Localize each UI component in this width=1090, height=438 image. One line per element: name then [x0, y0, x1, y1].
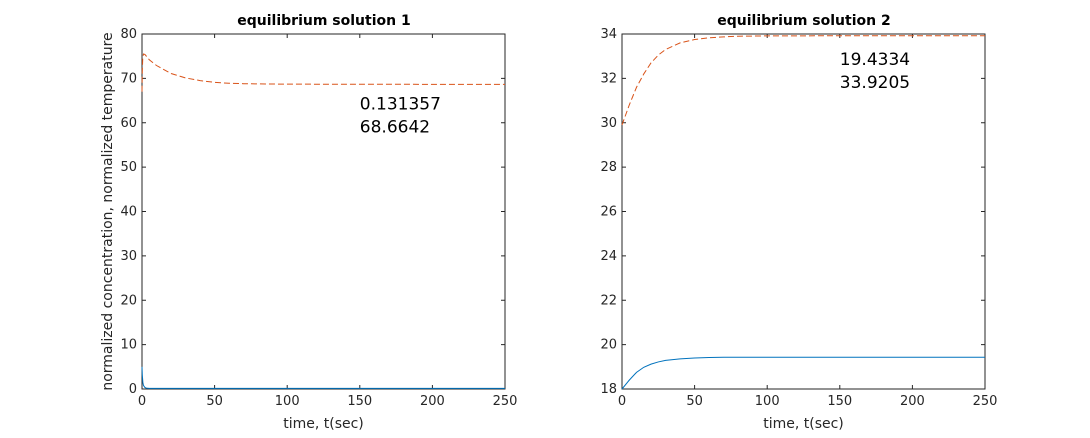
temperature-series-line — [621, 35, 985, 126]
plot-area — [141, 33, 506, 390]
annotation-value: 68.6642 — [360, 117, 430, 137]
y-tick-label: 20 — [120, 293, 137, 308]
x-tick-label: 100 — [275, 394, 300, 409]
plot-title: equilibrium solution 1 — [237, 13, 410, 29]
y-tick-label: 70 — [120, 71, 137, 86]
x-tick-label: 200 — [900, 394, 925, 409]
x-tick-label: 0 — [138, 394, 146, 409]
annotation-value: 33.9205 — [840, 73, 910, 93]
x-tick-label: 200 — [420, 394, 445, 409]
concentration-series-line — [141, 366, 505, 389]
x-tick-label: 50 — [206, 394, 223, 409]
y-tick-label: 10 — [120, 338, 137, 353]
annotation-value: 0.131357 — [360, 94, 441, 114]
x-tick-label: 100 — [755, 394, 780, 409]
y-tick-label: 18 — [600, 382, 617, 397]
y-tick-label: 80 — [120, 27, 137, 42]
x-axis-label: time, t(sec) — [763, 416, 844, 432]
y-tick-label: 26 — [600, 205, 617, 220]
plot-panel-solution-1: equilibrium solution 1 0 50 100 150 200 250 0 1… — [100, 13, 517, 432]
y-tick-label: 20 — [600, 338, 617, 353]
x-tick-label: 250 — [973, 394, 998, 409]
y-tick-label: 30 — [600, 116, 617, 131]
x-tick-label: 150 — [347, 394, 372, 409]
x-tick-label: 250 — [493, 394, 518, 409]
temperature-series-line — [141, 53, 505, 92]
y-tick-label: 30 — [120, 249, 137, 264]
y-tick-label: 60 — [120, 116, 137, 131]
y-tick-label: 28 — [600, 160, 617, 175]
x-tick-label: 0 — [618, 394, 626, 409]
y-tick-label: 24 — [600, 249, 617, 264]
y-tick-label: 34 — [600, 27, 617, 42]
plot-panel-solution-2: equilibrium solution 2 0 50 100 150 200 250 18… — [600, 13, 997, 432]
y-tick-label: 32 — [600, 71, 617, 86]
y-tick-label: 40 — [120, 205, 137, 220]
plot-title: equilibrium solution 2 — [717, 13, 890, 29]
x-tick-label: 150 — [827, 394, 852, 409]
y-tick-label: 50 — [120, 160, 137, 175]
concentration-series-line — [621, 356, 985, 390]
plot-area — [621, 33, 986, 390]
y-tick-label: 0 — [129, 382, 137, 397]
x-tick-label: 50 — [686, 394, 703, 409]
annotation-value: 19.4334 — [840, 50, 910, 70]
y-tick-label: 22 — [600, 293, 617, 308]
x-axis-label: time, t(sec) — [283, 416, 364, 432]
y-axis-label: normalized concentration, normalized tem… — [100, 32, 116, 390]
